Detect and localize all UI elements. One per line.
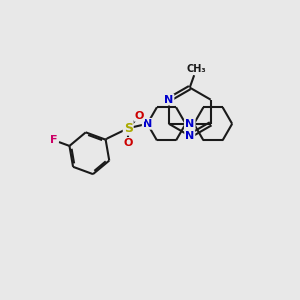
Text: N: N xyxy=(185,131,194,141)
Text: S: S xyxy=(124,122,133,135)
Text: N: N xyxy=(164,94,173,105)
Text: O: O xyxy=(135,111,144,121)
Text: N: N xyxy=(143,119,152,129)
Text: O: O xyxy=(124,138,133,148)
Text: N: N xyxy=(185,119,194,129)
Text: F: F xyxy=(50,135,58,145)
Text: CH₃: CH₃ xyxy=(187,64,206,74)
Text: N: N xyxy=(185,119,195,129)
